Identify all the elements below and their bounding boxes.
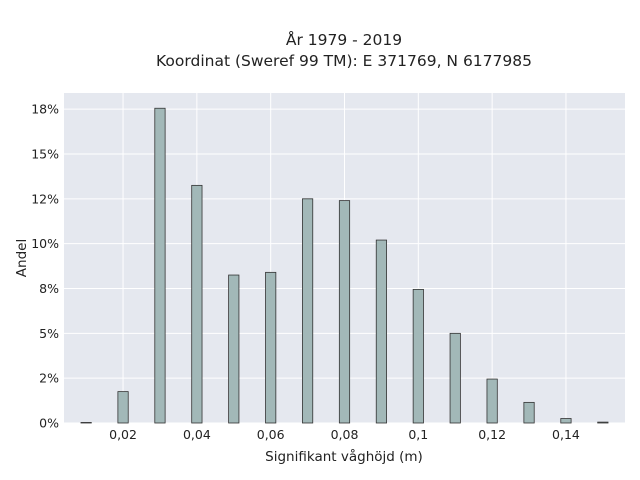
histogram-bar <box>375 239 387 424</box>
y-tick-label: 10% <box>31 236 59 251</box>
x-tick-label: 0,06 <box>257 427 285 442</box>
histogram-bar <box>228 274 240 424</box>
y-tick-label: 12% <box>31 191 59 206</box>
histogram-bar <box>523 401 535 424</box>
histogram-bar <box>265 271 277 424</box>
y-axis-label: Andel <box>14 239 30 277</box>
histogram-bar <box>154 107 166 424</box>
histogram-bar <box>80 422 92 424</box>
y-tick-label: 0% <box>39 416 59 431</box>
bars <box>80 107 609 424</box>
histogram-bar <box>302 198 314 424</box>
x-tick-label: 0,12 <box>478 427 506 442</box>
x-tick-label: 0,1 <box>408 427 428 442</box>
histogram-bar <box>486 378 498 424</box>
x-axis-label: Signifikant våghöjd (m) <box>265 448 423 465</box>
chart-title-line2: Koordinat (Sweref 99 TM): E 371769, N 61… <box>156 52 532 70</box>
x-tick-label: 0,04 <box>183 427 211 442</box>
histogram-bar <box>338 200 351 424</box>
histogram-bar <box>597 421 609 424</box>
histogram-bar <box>412 288 424 424</box>
histogram-bar <box>560 418 572 424</box>
chart-title-line1: År 1979 - 2019 <box>286 30 402 49</box>
x-tick-label: 0,08 <box>331 427 359 442</box>
x-tick-label: 0,02 <box>109 427 137 442</box>
y-tick-label: 15% <box>31 146 59 161</box>
histogram-bar <box>117 391 129 424</box>
y-tick-label: 18% <box>31 102 59 117</box>
y-tick-label: 8% <box>39 281 59 296</box>
histogram-bar <box>191 184 203 424</box>
y-tick-label: 2% <box>39 371 59 386</box>
y-tick-label: 5% <box>39 326 59 341</box>
y-axis-ticks: 0% 2% 5% 8% 10% 12% 15% 18% <box>31 102 59 431</box>
histogram-bar <box>449 332 461 424</box>
x-tick-label: 0,14 <box>552 427 580 442</box>
x-axis-ticks: 0,02 0,04 0,06 0,08 0,1 0,12 0,14 <box>109 427 580 442</box>
